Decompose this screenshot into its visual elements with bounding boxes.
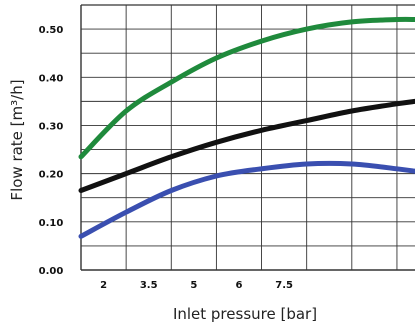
y-tick-label: 0.40 <box>39 73 64 84</box>
y-axis-label: Flow rate [m³/h] <box>8 79 26 200</box>
x-axis-label: Inlet pressure [bar] <box>173 305 317 323</box>
series-line-1 <box>78 16 415 160</box>
x-tick-label: 2 <box>100 280 107 291</box>
x-tick-label: 6 <box>235 280 242 291</box>
chart-grid <box>80 4 415 271</box>
chart-series <box>78 16 415 239</box>
y-tick-label: 0.30 <box>39 121 64 132</box>
y-tick-label: 0.20 <box>39 170 64 181</box>
y-tick-label: 0.10 <box>39 218 64 229</box>
x-tick-labels: 2 3.5 5 6 7.5 <box>100 280 293 291</box>
x-tick-label: 3.5 <box>140 280 158 291</box>
y-tick-labels: 0.00 0.10 0.20 0.30 0.40 0.50 <box>39 25 64 277</box>
y-tick-label: 0.50 <box>39 25 64 36</box>
x-tick-label: 5 <box>190 280 197 291</box>
y-tick-label: 0.00 <box>39 266 64 277</box>
x-tick-label: 7.5 <box>275 280 293 291</box>
series-line-2 <box>78 98 415 193</box>
series-line-3 <box>78 160 415 239</box>
